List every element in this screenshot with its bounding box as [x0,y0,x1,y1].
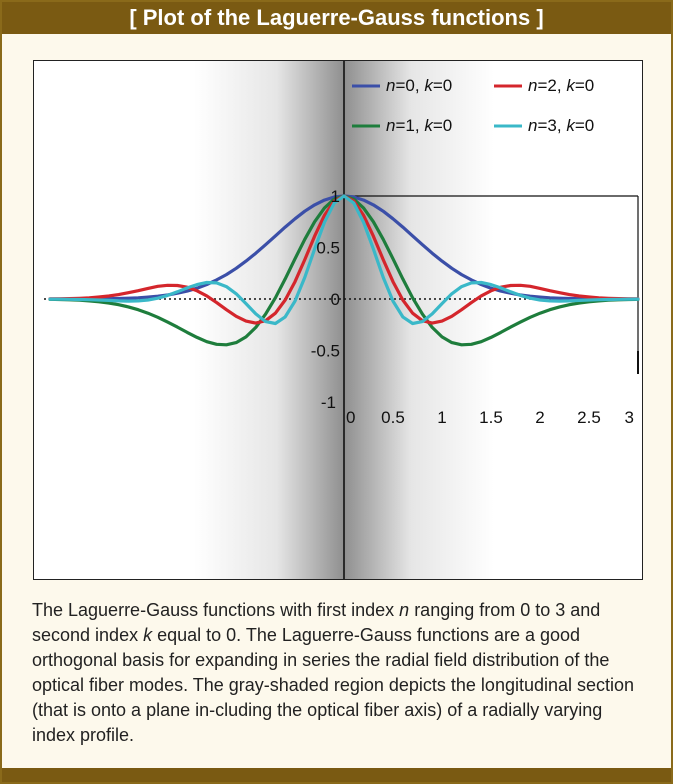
figure-title: [ Plot of the Laguerre-Gauss functions ] [2,2,671,34]
x-tick-label: 3 [625,408,634,427]
y-tick-label: 0 [331,290,340,309]
x-tick-label: 0 [346,408,355,427]
x-tick-label: 1.5 [479,408,503,427]
laguerre-gauss-chart: 1 0.5 0 -0.5 -1 0 0.5 1 1.5 2 2.5 3 n=0, k=0 n=1, k… [44,61,640,579]
index-profile-shade-right [344,61,494,579]
y-tick-label: -1 [321,393,336,412]
legend-entry: n=0, k=0 [386,76,452,95]
legend-entry: n=2, k=0 [528,76,594,95]
x-tick-label: 1 [437,408,446,427]
legend-entry: n=3, k=0 [528,116,594,135]
y-tick-label: 0.5 [316,239,340,258]
index-profile-shade-left [194,61,344,579]
x-tick-label: 2 [535,408,544,427]
legend-entry: n=1, k=0 [386,116,452,135]
figure-caption: The Laguerre-Gauss functions with first … [32,600,635,745]
series-line-3 [48,194,640,326]
y-tick-label: -0.5 [311,342,340,361]
y-tick-label: 1 [331,187,340,206]
x-tick-label: 2.5 [577,408,601,427]
bottom-bar [2,768,671,782]
plot-area: 1 0.5 0 -0.5 -1 0 0.5 1 1.5 2 2.5 3 n=0, k=0 n=1, k… [33,60,643,580]
x-tick-label: 0.5 [381,408,405,427]
